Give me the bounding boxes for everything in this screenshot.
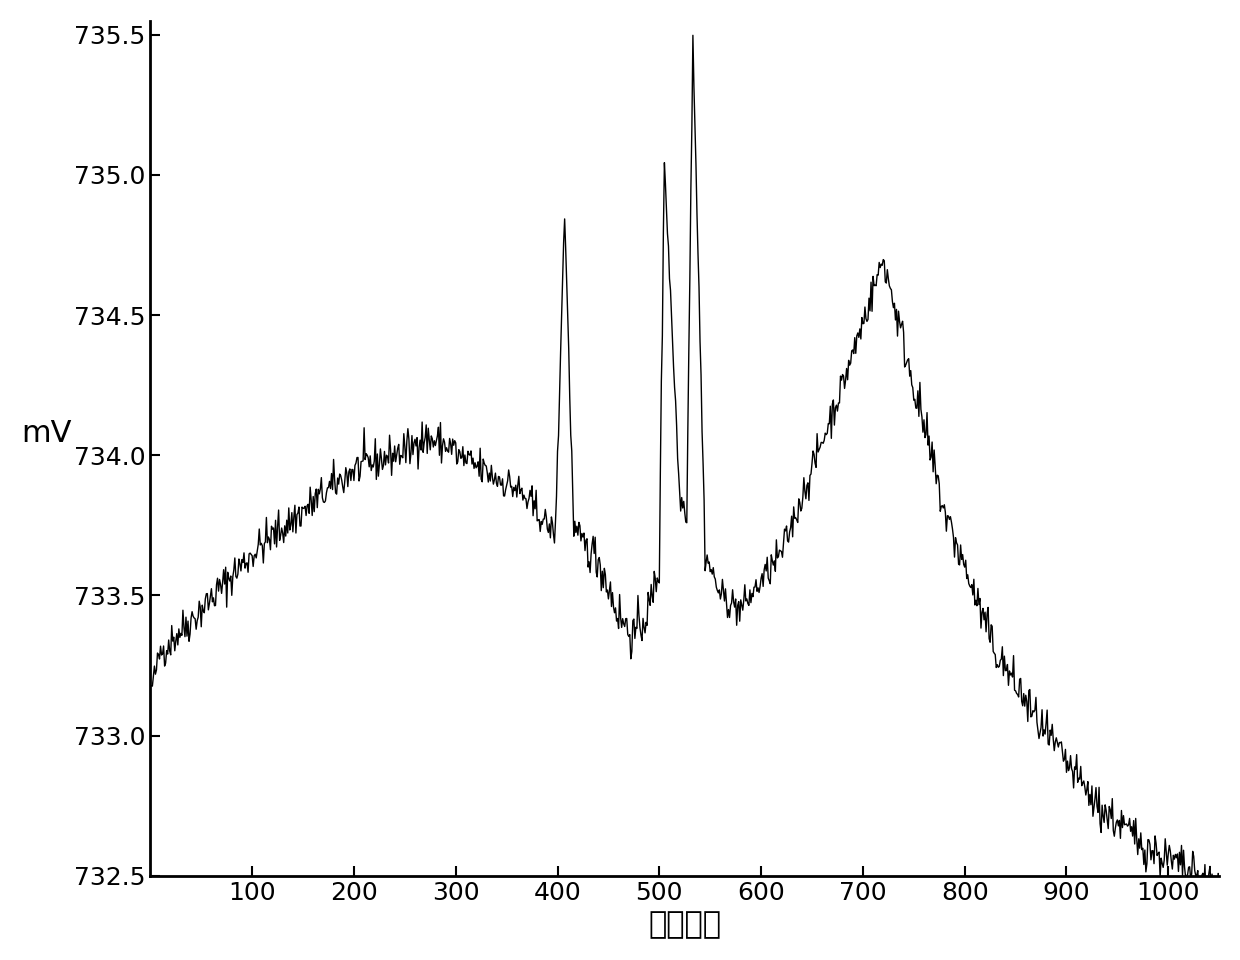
Y-axis label: mV: mV: [21, 420, 72, 448]
X-axis label: 采样点数: 采样点数: [649, 910, 722, 939]
